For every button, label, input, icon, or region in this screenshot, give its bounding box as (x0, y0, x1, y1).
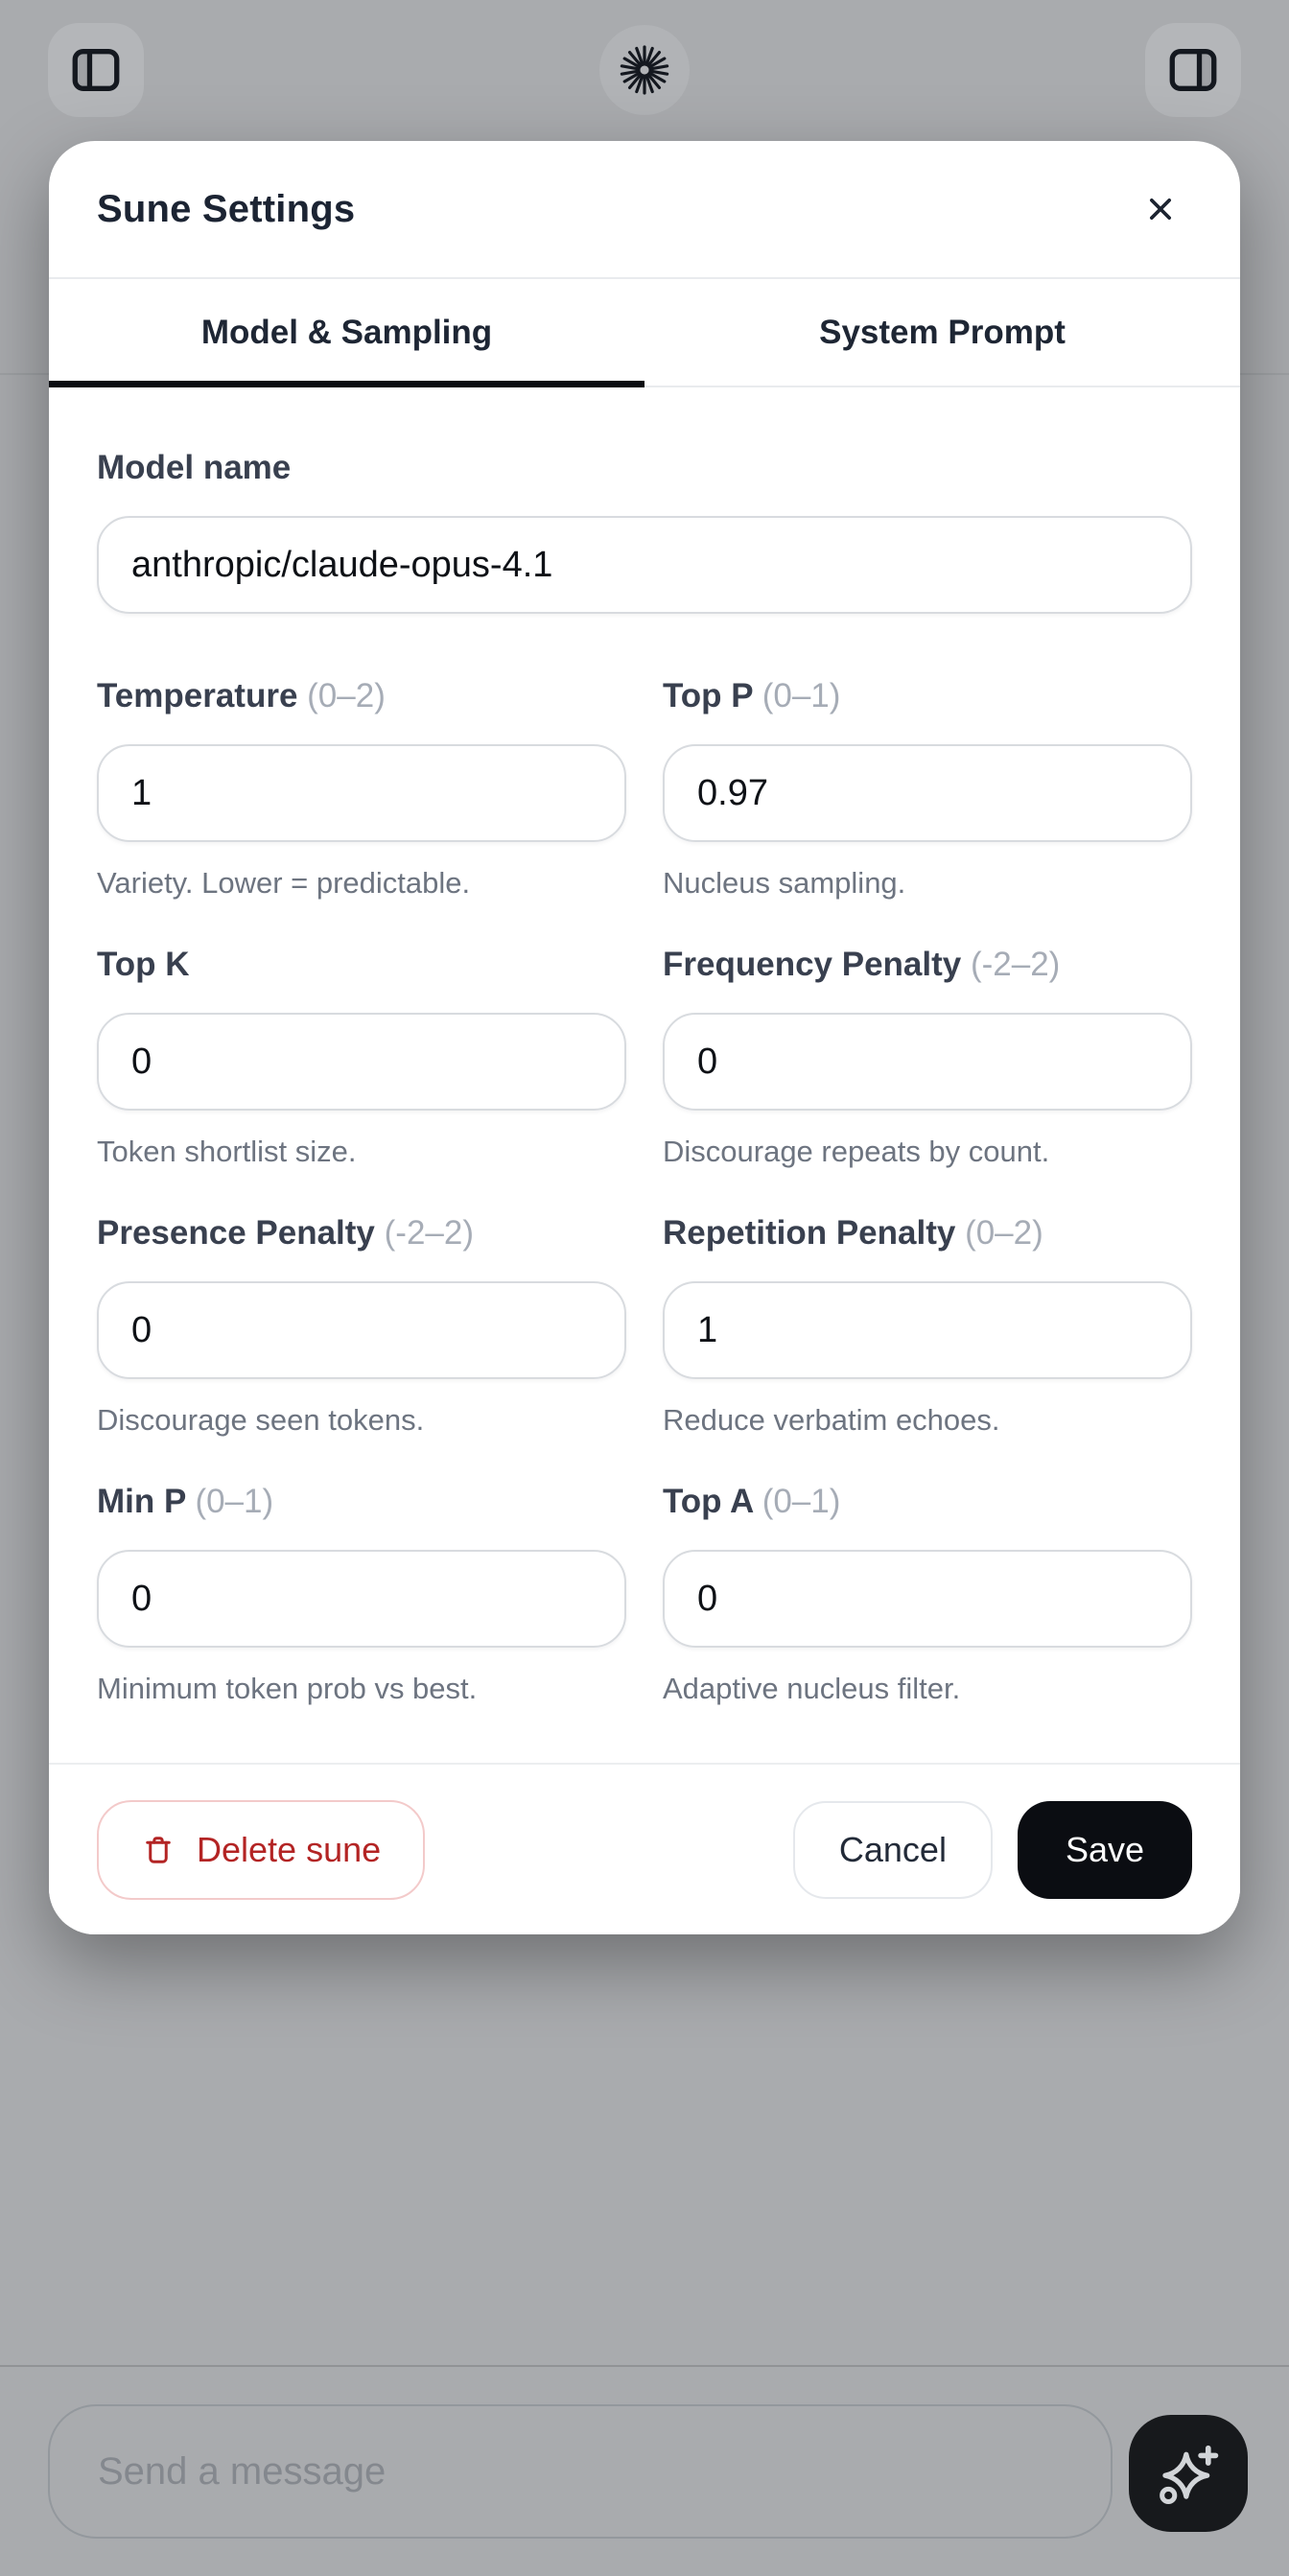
frequency-penalty-input[interactable] (663, 1013, 1192, 1111)
min-p-input[interactable] (97, 1550, 626, 1648)
presence-penalty-help: Discourage seen tokens. (97, 1403, 425, 1437)
range-text: (0–1) (762, 1483, 841, 1520)
app-logo-button[interactable] (599, 25, 690, 115)
top-p-label: Top P (0–1) (663, 675, 1192, 717)
range-text: (0–1) (195, 1483, 274, 1520)
trash-icon (141, 1833, 176, 1867)
top-a-help: Adaptive nucleus filter. (663, 1672, 961, 1705)
temperature-label: Temperature (0–2) (97, 675, 626, 717)
field-repetition-penalty: Repetition Penalty (0–2) Reduce verbatim… (663, 1212, 1192, 1439)
composer-divider (0, 2365, 1289, 2367)
sidebar-toggle-right-button[interactable] (1145, 23, 1241, 117)
field-top-p: Top P (0–1) Nucleus sampling. (663, 675, 1192, 902)
close-icon (1142, 191, 1179, 227)
delete-label: Delete sune (197, 1829, 382, 1869)
modal-header: Sune Settings (49, 141, 1240, 279)
tab-model-sampling[interactable]: Model & Sampling (49, 279, 644, 387)
tab-bar: Model & Sampling System Prompt (49, 279, 1240, 387)
page-title: Sune Settings (97, 187, 356, 230)
sidebar-toggle-left-button[interactable] (48, 23, 144, 117)
sampling-grid: Temperature (0–2) Variety. Lower = predi… (97, 675, 1192, 1707)
temperature-help: Variety. Lower = predictable. (97, 866, 471, 900)
repetition-penalty-help: Reduce verbatim echoes. (663, 1403, 1000, 1437)
model-name-label: Model name (97, 449, 292, 486)
top-a-input[interactable] (663, 1550, 1192, 1648)
repetition-penalty-input[interactable] (663, 1281, 1192, 1379)
range-text: (0–1) (762, 677, 841, 714)
compose-button[interactable] (1129, 2415, 1248, 2532)
delete-sune-button[interactable]: Delete sune (97, 1799, 426, 1900)
top-k-help: Token shortlist size. (97, 1135, 357, 1168)
field-presence-penalty: Presence Penalty (-2–2) Discourage seen … (97, 1212, 626, 1439)
label-text: Min P (97, 1483, 186, 1520)
field-top-k: Top K Token shortlist size. (97, 944, 626, 1170)
model-name-input[interactable] (97, 516, 1192, 614)
label-text: Temperature (97, 677, 298, 714)
top-p-input[interactable] (663, 744, 1192, 842)
field-model-name: Model name (97, 447, 1192, 614)
frequency-penalty-label: Frequency Penalty (-2–2) (663, 944, 1192, 986)
label-text: Top A (663, 1483, 753, 1520)
repetition-penalty-label: Repetition Penalty (0–2) (663, 1212, 1192, 1254)
save-button[interactable]: Save (1017, 1800, 1192, 1899)
top-a-label: Top A (0–1) (663, 1481, 1192, 1523)
panel-left-icon (68, 42, 124, 98)
min-p-label: Min P (0–1) (97, 1481, 626, 1523)
presence-penalty-label: Presence Penalty (-2–2) (97, 1212, 626, 1254)
top-k-input[interactable] (97, 1013, 626, 1111)
sune-settings-modal: Sune Settings Model & Sampling System Pr… (49, 141, 1240, 1934)
field-frequency-penalty: Frequency Penalty (-2–2) Discourage repe… (663, 944, 1192, 1170)
label-text: Presence Penalty (97, 1214, 375, 1252)
range-text: (-2–2) (384, 1214, 475, 1252)
sunburst-icon (618, 43, 671, 97)
field-temperature: Temperature (0–2) Variety. Lower = predi… (97, 675, 626, 902)
range-text: (0–2) (307, 677, 386, 714)
tab-system-prompt[interactable]: System Prompt (644, 279, 1240, 386)
close-button[interactable] (1137, 185, 1184, 233)
label-text: Frequency Penalty (663, 946, 962, 983)
top-p-help: Nucleus sampling. (663, 866, 906, 900)
sparkle-plus-icon (1155, 2440, 1222, 2507)
range-text: (0–2) (965, 1214, 1043, 1252)
frequency-penalty-help: Discourage repeats by count. (663, 1135, 1050, 1168)
label-text: Top K (97, 946, 190, 983)
label-text: Repetition Penalty (663, 1214, 956, 1252)
temperature-input[interactable] (97, 744, 626, 842)
panel-right-icon (1165, 42, 1221, 98)
field-min-p: Min P (0–1) Minimum token prob vs best. (97, 1481, 626, 1707)
settings-form: Model name Temperature (0–2) Variety. Lo… (49, 387, 1240, 1707)
modal-footer: Delete sune Cancel Save (49, 1763, 1240, 1934)
range-text: (-2–2) (970, 946, 1061, 983)
top-k-label: Top K (97, 944, 626, 986)
min-p-help: Minimum token prob vs best. (97, 1672, 478, 1705)
message-input[interactable] (48, 2404, 1113, 2539)
presence-penalty-input[interactable] (97, 1281, 626, 1379)
field-top-a: Top A (0–1) Adaptive nucleus filter. (663, 1481, 1192, 1707)
cancel-button[interactable]: Cancel (792, 1800, 993, 1899)
label-text: Top P (663, 677, 753, 714)
